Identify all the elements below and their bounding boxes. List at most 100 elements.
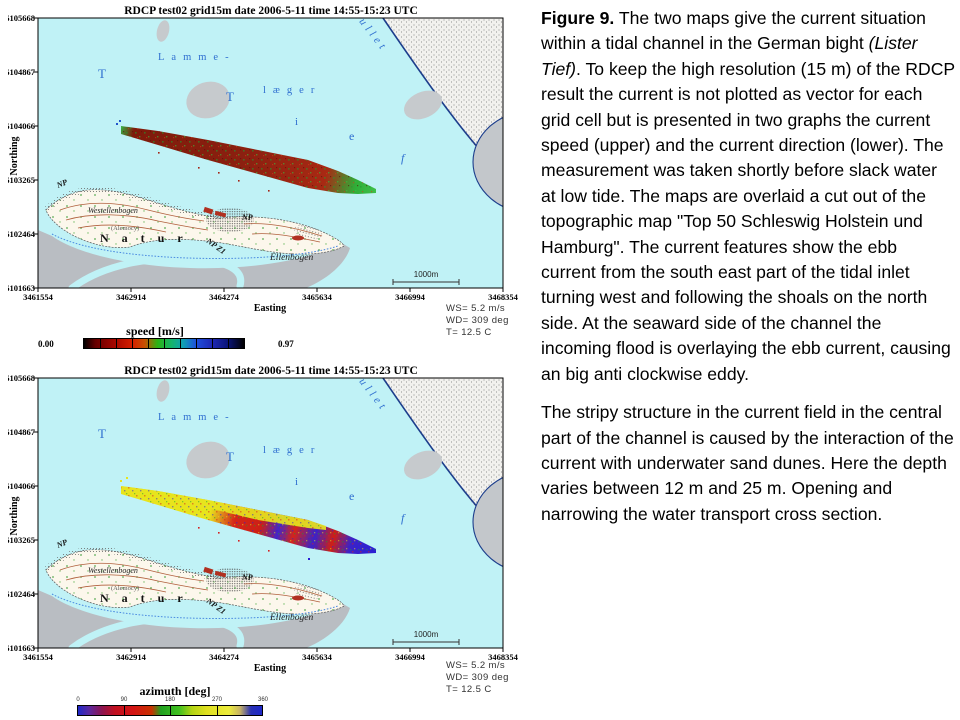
label-alemocy: (Alemocy) bbox=[111, 225, 139, 232]
x-tick-label: 3465634 bbox=[302, 652, 333, 662]
label-f: f bbox=[401, 151, 406, 165]
y-tick-label: 6105668 bbox=[8, 373, 35, 383]
label-t: T bbox=[226, 89, 234, 104]
label-np: NP bbox=[241, 213, 253, 222]
y-tick-label: 6104066 bbox=[8, 121, 35, 131]
wind-speed: WS= 5.2 m/s bbox=[446, 660, 506, 671]
axis-ticks bbox=[34, 17, 504, 292]
map-plot-area: hullet Lamme- T T læger i e f NP Westell… bbox=[38, 18, 503, 288]
label-laeger: læger bbox=[263, 445, 321, 456]
scale-bar bbox=[392, 279, 460, 285]
x-tick-label: 3468354 bbox=[488, 292, 519, 302]
y-tick-label: 6104867 bbox=[8, 427, 36, 437]
caption-text-b: . To keep the high resolution (15 m) of … bbox=[541, 58, 955, 384]
contour-lines bbox=[59, 202, 323, 243]
azimuth-swath bbox=[120, 477, 376, 560]
x-axis-label: Easting bbox=[254, 303, 286, 314]
azimuth-tick: 180 bbox=[164, 697, 176, 703]
x-tick-label: 3465634 bbox=[302, 292, 333, 302]
met-annotation-azimuth: WS= 5.2 m/s WD= 309 deg T= 12.5 C bbox=[446, 660, 556, 697]
azimuth-colorbar-title: azimuth [deg] bbox=[139, 684, 211, 698]
tidal-flats bbox=[38, 230, 350, 288]
caption-paragraph-1: Figure 9. The two maps give the current … bbox=[541, 6, 955, 387]
y-tick-label: 6101663 bbox=[8, 283, 35, 293]
map-azimuth: RDCP test02 grid15m date 2006-5-11 time … bbox=[8, 365, 519, 674]
x-tick-label: 3461554 bbox=[23, 292, 54, 302]
speed-colorbar-title: speed [m/s] bbox=[126, 324, 184, 338]
speed-colorbar bbox=[83, 338, 245, 349]
tidal-flats bbox=[38, 590, 350, 648]
map-title: RDCP test02 grid15m date 2006-5-11 time … bbox=[124, 5, 418, 17]
wind-direction: WD= 309 deg bbox=[446, 672, 509, 684]
scale-bar bbox=[392, 639, 460, 645]
label-ellenbogen: Ellenbogen bbox=[269, 253, 314, 263]
label-i: i bbox=[295, 116, 298, 128]
label-np: NP bbox=[241, 573, 253, 582]
label-laeger: læger bbox=[263, 85, 321, 96]
shoal bbox=[186, 441, 230, 479]
label-e: e bbox=[349, 129, 354, 143]
figure-caption: Figure 9. The two maps give the current … bbox=[541, 6, 955, 540]
x-tick-label: 3466994 bbox=[395, 292, 426, 302]
label-ellenbogen: Ellenbogen bbox=[269, 613, 314, 623]
plot-frame bbox=[37, 377, 504, 649]
azimuth-colorbar bbox=[77, 705, 263, 716]
x-tick-labels: 3461554 3462914 3464274 3465634 3466994 … bbox=[23, 652, 519, 662]
label-lamme: Lamme- bbox=[158, 52, 236, 63]
x-axis-label: Easting bbox=[254, 663, 286, 674]
x-tick-label: 3464274 bbox=[209, 292, 240, 302]
temperature: T= 12.5 C bbox=[446, 327, 492, 339]
y-tick-labels: 6105668 6104867 6104066 6103265 6102464 … bbox=[8, 373, 36, 653]
label-np: NP bbox=[54, 177, 68, 190]
label-i: i bbox=[295, 476, 298, 488]
x-tick-label: 3462914 bbox=[116, 292, 147, 302]
shoal bbox=[403, 90, 443, 120]
y-tick-label: 6102464 bbox=[8, 589, 36, 599]
azimuth-tick: 0 bbox=[76, 697, 80, 703]
tidal-channel bbox=[68, 254, 245, 288]
shoal bbox=[186, 81, 230, 119]
map-title: RDCP test02 grid15m date 2006-5-11 time … bbox=[124, 365, 418, 377]
plot-frame bbox=[37, 17, 504, 289]
caption-italic-lister-tief: (Lister Tief) bbox=[541, 33, 918, 79]
label-alemocy: (Alemocy) bbox=[111, 585, 139, 592]
label-natur: N a t u r bbox=[100, 231, 188, 245]
caption-paragraph-2: The stripy structure in the current fiel… bbox=[541, 402, 954, 524]
shoal bbox=[403, 450, 443, 480]
label-t: T bbox=[98, 426, 106, 441]
map-plot-area: hullet Lamme- T T læger i e f NP Westell… bbox=[38, 378, 503, 648]
scale-bar-label: 1000m bbox=[414, 270, 439, 279]
x-tick-label: 3461554 bbox=[23, 652, 54, 662]
label-f: f bbox=[401, 511, 406, 525]
y-tick-label: 6104867 bbox=[8, 67, 36, 77]
wind-direction: WD= 309 deg bbox=[446, 315, 509, 327]
x-tick-label: 3466994 bbox=[395, 652, 426, 662]
label-t: T bbox=[98, 66, 106, 81]
y-tick-label: 6105668 bbox=[8, 13, 35, 23]
scale-bar-label: 1000m bbox=[414, 630, 439, 639]
x-tick-label: 3468354 bbox=[488, 652, 519, 662]
x-tick-labels: 3461554 3462914 3464274 3465634 3466994 … bbox=[23, 292, 519, 302]
red-patches bbox=[203, 566, 304, 601]
figure-number-label: Figure 9. bbox=[541, 8, 615, 28]
y-axis-label: Northing bbox=[9, 497, 20, 536]
y-tick-label: 6103265 bbox=[8, 535, 35, 545]
axis-ticks bbox=[34, 377, 504, 652]
azimuth-tick: 270 bbox=[211, 697, 223, 703]
contour-lines bbox=[59, 562, 323, 603]
x-tick-label: 3462914 bbox=[116, 652, 147, 662]
y-tick-label: 6101663 bbox=[8, 643, 35, 653]
met-annotation-speed: WS= 5.2 m/s WD= 309 deg T= 12.5 C bbox=[446, 303, 556, 340]
label-westellenbogen: Westellenbogen bbox=[88, 566, 138, 575]
y-axis-label: Northing bbox=[9, 137, 20, 176]
x-tick-label: 3464274 bbox=[209, 652, 240, 662]
label-natur: N a t u r bbox=[100, 591, 188, 605]
speed-colorbar-max: 0.97 bbox=[278, 339, 294, 349]
label-t: T bbox=[226, 449, 234, 464]
y-tick-labels: 6105668 6104867 6104066 6103265 6102464 … bbox=[8, 13, 36, 293]
speed-colorbar-min: 0.00 bbox=[38, 339, 54, 349]
caption-text-a: The two maps give the current situation … bbox=[541, 8, 926, 54]
low-water-line bbox=[51, 233, 339, 259]
y-tick-label: 6104066 bbox=[8, 481, 35, 491]
